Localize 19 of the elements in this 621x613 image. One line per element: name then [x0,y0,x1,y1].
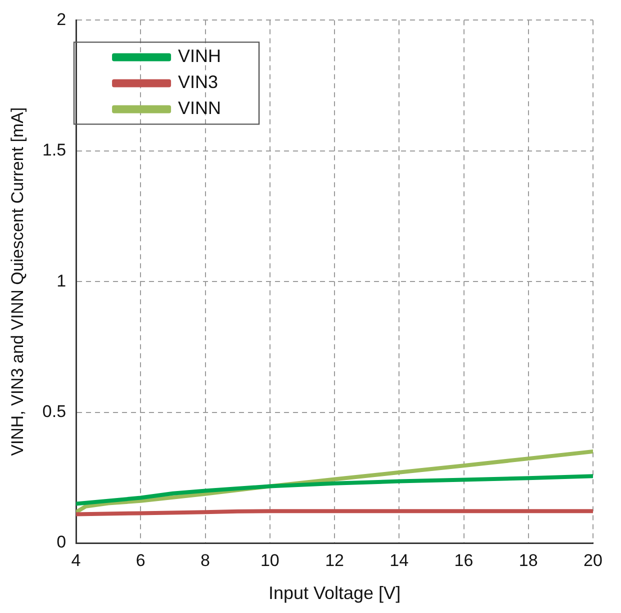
y-tick-label: 0 [56,532,66,552]
y-tick-label: 1 [56,271,66,290]
x-tick-label: 14 [390,550,409,570]
x-axis-title: Input Voltage [V] [268,583,401,604]
x-tick-label: 12 [325,550,344,570]
legend-label: VINN [178,98,222,118]
y-tick-label: 0.5 [42,402,66,421]
y-tick-label: 1.5 [42,140,66,160]
y-axis-title: VINH, VIN3 and VINN Quiescent Current [mA] [8,107,27,456]
x-tick-label: 18 [518,550,538,570]
x-tick-label: 16 [454,550,474,570]
y-tick-label: 2 [56,10,66,29]
legend-label: VINH [178,46,222,66]
x-tick-label: 20 [584,550,602,570]
legend-label: VIN3 [178,72,218,92]
x-tick-label: 10 [260,550,280,570]
x-tick-label: 8 [200,550,210,570]
x-tick-label: 4 [71,550,81,570]
x-tick-label: 6 [136,550,146,570]
